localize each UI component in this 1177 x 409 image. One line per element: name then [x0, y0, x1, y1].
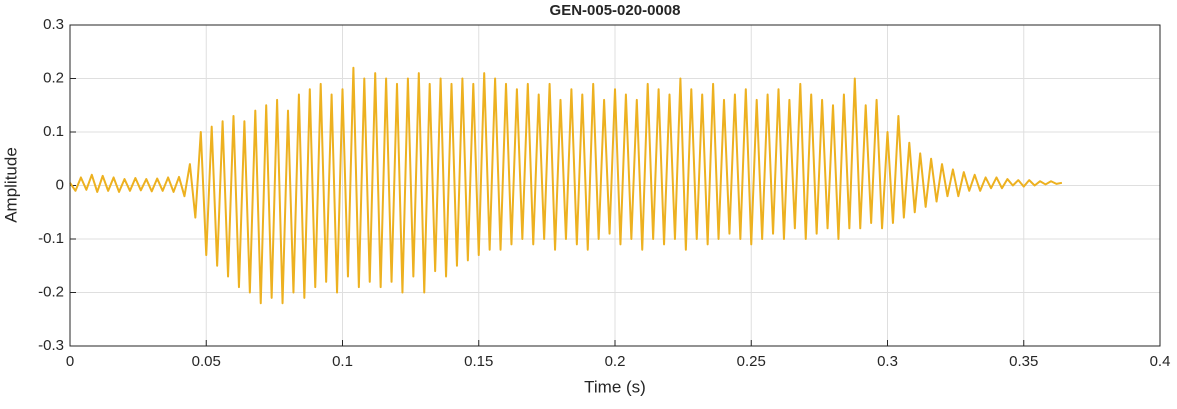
x-tick-label: 0.3 [877, 353, 898, 370]
y-tick-label: -0.3 [38, 337, 64, 354]
y-tick-label: -0.2 [38, 283, 64, 300]
y-tick-label: 0.3 [43, 16, 64, 33]
y-axis-label: Amplitude [1, 147, 20, 223]
chart-title: GEN-005-020-0008 [550, 2, 681, 19]
x-tick-label: 0.05 [192, 353, 221, 370]
y-tick-label: 0.1 [43, 123, 64, 140]
x-axis-label: Time (s) [584, 377, 646, 396]
waveform-line [69, 66, 1063, 305]
x-tick-label: 0 [66, 353, 74, 370]
x-tick-label: 0.4 [1150, 353, 1171, 370]
x-tick-label: 0.1 [332, 353, 353, 370]
y-tick-label: 0 [56, 176, 64, 193]
x-tick-label: 0.35 [1009, 353, 1038, 370]
x-tick-label: 0.15 [464, 353, 493, 370]
y-tick-label: -0.1 [38, 230, 64, 247]
axes-box [69, 24, 1161, 347]
x-tick-label: 0.25 [737, 353, 766, 370]
x-tick-label: 0.2 [605, 353, 626, 370]
y-tick-label: 0.2 [43, 69, 64, 86]
